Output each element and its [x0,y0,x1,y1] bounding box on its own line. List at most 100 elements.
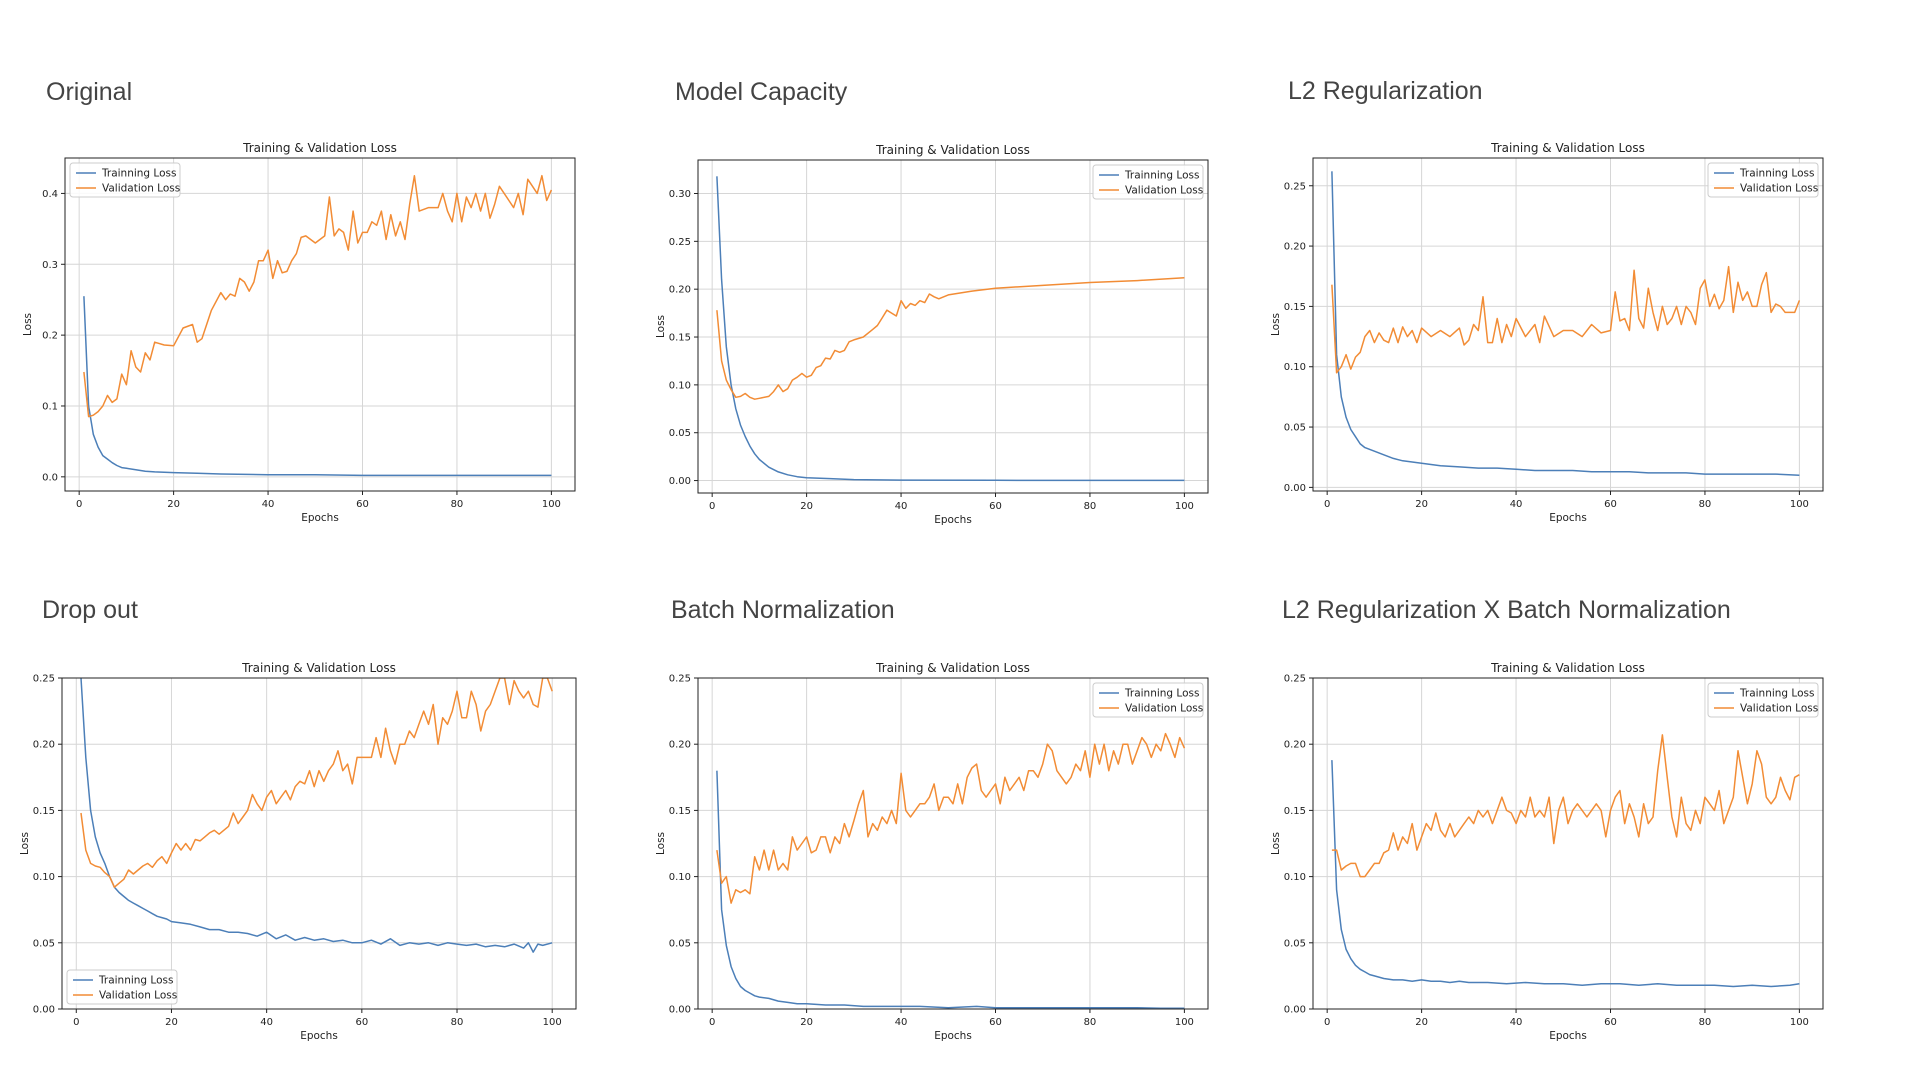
legend-label-validation: Validation Loss [1125,185,1203,197]
x-tick-label: 0 [709,1017,715,1028]
x-tick-label: 60 [356,499,369,510]
legend-box [69,162,181,198]
x-axis-label: Epochs [1549,512,1587,524]
legend: Trainning Loss Validation Loss [1092,682,1204,718]
y-tick-label: 0.25 [1284,181,1306,192]
legend: Trainning Loss Validation Loss [1092,164,1204,200]
y-axis-label: Loss [22,313,34,336]
legend-label-validation: Validation Loss [102,183,180,195]
panel-title-original: Original [46,78,133,106]
y-tick-label: 0.25 [1284,674,1306,685]
y-tick-label: 0.05 [669,938,691,949]
x-tick-label: 100 [1175,501,1194,512]
x-tick-label: 100 [542,499,561,510]
x-axis-label: Epochs [934,514,972,526]
validation-loss-line [716,276,1185,400]
x-tick-label: 60 [355,1017,368,1028]
x-tick-label: 40 [895,501,908,512]
x-tick-label: 100 [1790,1017,1809,1028]
x-tick-label: 80 [451,499,464,510]
legend-label-training: Trainning Loss [101,168,176,180]
x-tick-label: 100 [1790,499,1809,510]
x-tick-label: 0 [1324,499,1330,510]
y-tick-label: 0.05 [33,938,55,949]
plot-frame [1312,677,1824,1010]
x-tick-label: 40 [260,1017,273,1028]
x-tick-label: 100 [543,1017,562,1028]
legend-box [66,969,178,1005]
legend-box [1092,682,1204,718]
chart-title: Training & Validation Loss [1490,141,1645,155]
chart-title: Training & Validation Loss [1490,661,1645,675]
legend-label-training: Trainning Loss [1124,688,1199,700]
y-tick-label: 0.25 [669,674,691,685]
y-tick-label: 0.20 [1284,242,1306,253]
legend-box [1707,682,1819,718]
y-tick-label: 0.05 [1284,423,1306,434]
x-tick-label: 20 [800,501,813,512]
plot-frame [64,157,576,492]
plot-frame [697,159,1209,494]
panel-title-model-capacity: Model Capacity [675,78,848,106]
x-tick-label: 20 [800,1017,813,1028]
legend-label-validation: Validation Loss [99,990,177,1002]
validation-loss-line [83,174,553,418]
y-tick-label: 0.20 [669,740,691,751]
x-tick-label: 0 [76,499,82,510]
y-axis-label: Loss [655,832,667,855]
validation-loss-line [80,678,553,888]
y-tick-label: 0.0 [42,472,58,483]
chart-title: Training & Validation Loss [875,661,1030,675]
y-axis-label: Loss [19,832,31,855]
legend-label-training: Trainning Loss [1124,170,1199,182]
training-loss-line [1331,760,1800,988]
panel-title-l2-x-batch-normalization: L2 Regularization X Batch Normalization [1282,596,1731,624]
y-tick-label: 0.05 [669,428,691,439]
x-tick-label: 20 [165,1017,178,1028]
x-tick-label: 40 [1510,1017,1523,1028]
chart-title: Training & Validation Loss [241,661,396,675]
legend-label-training: Trainning Loss [98,975,173,987]
panel-title-dropout: Drop out [42,596,138,624]
plot-frame [61,677,577,1010]
y-tick-label: 0.25 [669,237,691,248]
legend-label-validation: Validation Loss [1740,703,1818,715]
y-tick-label: 0.00 [1284,483,1306,494]
y-tick-label: 0.4 [42,189,58,200]
x-tick-label: 60 [1604,499,1617,510]
y-tick-label: 0.05 [1284,938,1306,949]
y-tick-label: 0.10 [1284,872,1306,883]
legend-box [1092,164,1204,200]
x-axis-label: Epochs [300,1030,338,1042]
y-tick-label: 0.3 [42,260,58,271]
legend: Trainning Loss Validation Loss [69,162,181,198]
y-axis-label: Loss [1270,313,1282,336]
x-tick-label: 0 [73,1017,79,1028]
y-tick-label: 0.15 [1284,806,1306,817]
y-tick-label: 0.00 [669,476,691,487]
x-tick-label: 80 [1699,499,1712,510]
y-tick-label: 0.20 [669,285,691,296]
y-tick-label: 0.30 [669,189,691,200]
legend: Trainning Loss Validation Loss [66,969,178,1005]
y-tick-label: 0.15 [669,333,691,344]
y-tick-label: 0.10 [669,872,691,883]
validation-loss-line [1331,734,1800,878]
y-tick-label: 0.1 [42,401,58,412]
x-tick-label: 40 [1510,499,1523,510]
legend-label-validation: Validation Loss [1740,183,1818,195]
y-tick-label: 0.15 [669,806,691,817]
x-tick-label: 20 [1415,1017,1428,1028]
x-tick-label: 60 [989,1017,1002,1028]
x-axis-label: Epochs [1549,1030,1587,1042]
panel-title-batch-normalization: Batch Normalization [671,596,895,624]
plot-frame [1312,157,1824,492]
x-tick-label: 100 [1175,1017,1194,1028]
training-loss-line [1331,171,1800,477]
y-tick-label: 0.2 [42,331,58,342]
x-axis-label: Epochs [301,512,339,524]
